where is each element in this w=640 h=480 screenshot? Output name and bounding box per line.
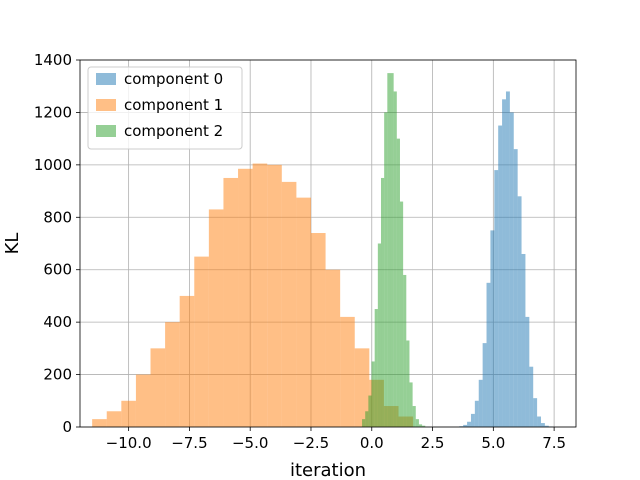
legend-entry: component 0 [124, 70, 223, 88]
y-tick-label: 800 [43, 208, 72, 226]
histogram-bar [505, 91, 510, 427]
histogram-bar [396, 138, 400, 427]
histogram-bar [498, 125, 503, 428]
histogram-bar [135, 374, 151, 427]
histogram-bar [194, 256, 209, 427]
legend: component 0 component 1 component 2 [87, 66, 243, 150]
series-2-bars [362, 73, 426, 427]
histogram-bar [92, 419, 107, 427]
histogram-bar [490, 230, 495, 427]
histogram-bar [474, 400, 479, 427]
histogram-bar [377, 243, 382, 427]
histogram-bar [494, 170, 499, 427]
y-tick-label: 1400 [34, 51, 72, 69]
histogram-bar [381, 177, 385, 427]
y-tick-label: 400 [43, 313, 72, 331]
histogram-bar [374, 309, 378, 427]
histogram-bar [525, 316, 530, 427]
histogram-bar [368, 395, 372, 427]
histogram-bar [296, 197, 311, 427]
histogram-bar [384, 112, 388, 427]
histogram-bar [208, 209, 224, 427]
histogram-bar [165, 322, 180, 427]
histogram-bar [106, 411, 122, 427]
histogram-bar [310, 233, 326, 427]
plot-frame [79, 59, 577, 428]
y-tick-label: 0 [62, 418, 72, 436]
x-axis-label: iteration [290, 460, 366, 480]
y-tick-label: 200 [43, 366, 72, 384]
histogram-bar [340, 316, 355, 427]
histogram-bar [521, 253, 526, 427]
x-tick-label: −7.5 [171, 434, 207, 452]
histogram-bar [463, 424, 468, 427]
histogram-bar [409, 382, 413, 427]
histogram-bar [365, 411, 369, 427]
x-tick-label: 5.0 [481, 434, 505, 452]
histogram-bar [482, 343, 487, 427]
histogram-bar [252, 163, 268, 427]
histogram-bar [390, 73, 394, 427]
y-tick-label: 1000 [34, 156, 72, 174]
histogram-bar [325, 269, 341, 427]
histogram-bar [406, 340, 410, 427]
histogram-bar [150, 348, 166, 427]
histogram-bar [267, 164, 282, 427]
histogram-bar [223, 177, 239, 427]
legend-entry: component 2 [124, 122, 223, 140]
histogram-bar [537, 416, 541, 427]
x-tick-label: −2.5 [293, 434, 329, 452]
histogram-bar [502, 99, 506, 428]
histogram-bar [529, 366, 534, 427]
series-0-bars [459, 91, 553, 428]
histogram-bar [371, 361, 375, 427]
legend-box [87, 66, 243, 150]
histogram-bar [412, 406, 416, 427]
series-1-bars [92, 163, 414, 427]
histogram-bar [509, 112, 514, 427]
histogram-bar [179, 295, 195, 427]
axis-tick-labels: −10.0 −7.5 −5.0 −2.5 0.0 2.5 5.0 7.5 0 200 400 600 8… [34, 51, 566, 452]
histogram-bar [533, 398, 538, 427]
legend-swatch [96, 73, 116, 85]
histogram-bar [399, 201, 404, 427]
grid-lines [80, 59, 576, 428]
histogram-bar [415, 419, 419, 427]
legend-swatch [96, 99, 116, 111]
y-tick-label: 1200 [34, 103, 72, 121]
histogram-bar [403, 274, 407, 427]
histogram-bar [517, 196, 522, 427]
histogram-bar [281, 181, 297, 427]
x-tick-label: 7.5 [542, 434, 566, 452]
histogram-bar [540, 423, 545, 427]
histogram-bar [362, 419, 366, 427]
x-tick-label: 2.5 [421, 434, 445, 452]
histogram-bar [467, 421, 471, 427]
y-tick-label: 600 [43, 261, 72, 279]
legend-entry: component 1 [124, 96, 223, 114]
axis-ticks [76, 59, 555, 431]
histogram-bar [121, 400, 136, 427]
histogram-bar [387, 73, 391, 427]
histogram-bar [470, 413, 475, 427]
x-tick-label: −10.0 [106, 434, 152, 452]
histogram-bar [393, 91, 397, 427]
histogram-bar [238, 168, 253, 427]
histogram-bar [478, 379, 483, 427]
histogram-bars [92, 73, 553, 428]
histogram-bar [544, 425, 549, 427]
histogram-bar [418, 424, 423, 427]
histogram-bar [486, 282, 491, 427]
x-tick-label: 0.0 [360, 434, 384, 452]
histogram-bar [422, 425, 426, 427]
y-axis-label: KL [2, 233, 23, 255]
histogram-bar [354, 348, 370, 427]
x-tick-label: −5.0 [232, 434, 268, 452]
histogram-bar [513, 149, 518, 427]
legend-swatch [96, 125, 116, 137]
